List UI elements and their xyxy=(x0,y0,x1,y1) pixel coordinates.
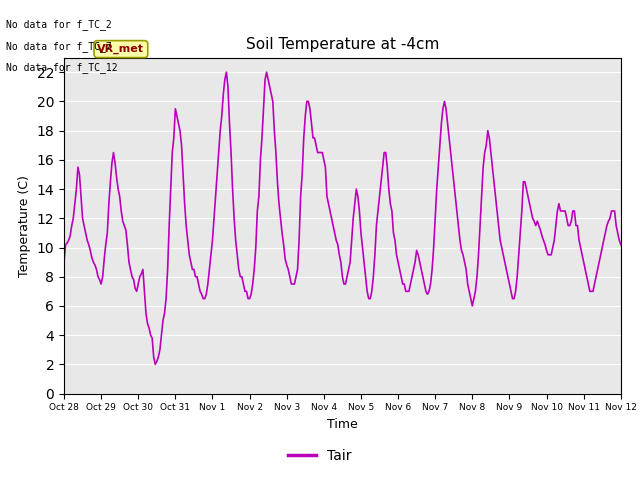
Text: VR_met: VR_met xyxy=(97,44,145,54)
X-axis label: Time: Time xyxy=(327,418,358,431)
Text: No data for f_TC_12: No data for f_TC_12 xyxy=(6,62,118,73)
Title: Soil Temperature at -4cm: Soil Temperature at -4cm xyxy=(246,37,439,52)
Y-axis label: Temperature (C): Temperature (C) xyxy=(18,175,31,276)
Text: No data for f_TC_7: No data for f_TC_7 xyxy=(6,41,112,52)
Legend: Tair: Tair xyxy=(283,443,357,468)
Text: No data for f_TC_2: No data for f_TC_2 xyxy=(6,19,112,30)
